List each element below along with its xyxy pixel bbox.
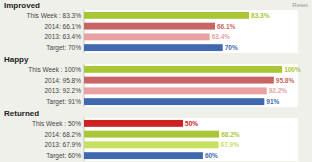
category-label: 2013: 67.9% bbox=[44, 141, 81, 148]
category-label: Target: 91% bbox=[46, 98, 81, 106]
value-label: 91% bbox=[266, 98, 279, 105]
bar bbox=[84, 77, 274, 84]
category-label: This Week : 50% bbox=[32, 120, 81, 127]
category-label: This Week : 100% bbox=[28, 66, 81, 73]
bars bbox=[84, 66, 282, 105]
category-label: This Week : 83.3% bbox=[27, 12, 82, 19]
plot-area bbox=[84, 10, 298, 53]
bar bbox=[84, 12, 249, 19]
bar bbox=[84, 44, 223, 51]
value-label: 95.8% bbox=[276, 77, 295, 84]
group-title: Returned bbox=[4, 109, 39, 118]
bars bbox=[84, 120, 219, 159]
plot-area bbox=[84, 118, 298, 161]
value-label: 60% bbox=[205, 152, 218, 159]
bar bbox=[84, 66, 282, 73]
bar bbox=[84, 33, 210, 40]
category-label: 2014: 68.2% bbox=[44, 131, 81, 138]
plot-area bbox=[84, 64, 298, 107]
background bbox=[0, 0, 312, 162]
bar bbox=[84, 98, 264, 105]
value-label: 67.9% bbox=[221, 141, 240, 148]
bar bbox=[84, 87, 267, 94]
group-title: Improved bbox=[4, 1, 40, 10]
value-label: 66.1% bbox=[217, 23, 236, 30]
bar bbox=[84, 120, 183, 127]
value-label: 83.3% bbox=[251, 12, 270, 19]
value-label: 68.2% bbox=[221, 131, 240, 138]
bar bbox=[84, 152, 203, 159]
value-label: 100% bbox=[284, 66, 301, 73]
value-label: 63.4% bbox=[212, 33, 231, 40]
bar-group: Improved 83.3% This Week : 83.3% 66.1% 2014:… bbox=[4, 1, 298, 53]
bar bbox=[84, 23, 215, 30]
category-label: 2013: 63.4% bbox=[44, 33, 81, 40]
value-label: 50% bbox=[185, 120, 198, 127]
group-title: Happy bbox=[4, 55, 29, 64]
category-label: 2014: 95.8% bbox=[44, 77, 81, 84]
bar bbox=[84, 141, 219, 148]
category-label: Target: 60% bbox=[46, 152, 81, 160]
bar bbox=[84, 131, 219, 138]
category-label: 2013: 92.2% bbox=[44, 87, 81, 94]
chart-root: Improved 83.3% This Week : 83.3% 66.1% 2014:… bbox=[0, 0, 312, 162]
category-label: 2014: 66.1% bbox=[44, 23, 81, 30]
bar-group: Happy 100% This Week : 100% 95.8% 2014: 95.8… bbox=[4, 55, 301, 107]
value-label: 92.2% bbox=[269, 87, 288, 94]
bar-group: Returned 50% This Week : 50% 68.2% 2014: 68.… bbox=[4, 109, 298, 161]
annotation: Reset bbox=[292, 2, 308, 8]
value-label: 70% bbox=[225, 44, 238, 51]
category-label: Target: 70% bbox=[46, 44, 81, 52]
bars bbox=[84, 12, 249, 51]
